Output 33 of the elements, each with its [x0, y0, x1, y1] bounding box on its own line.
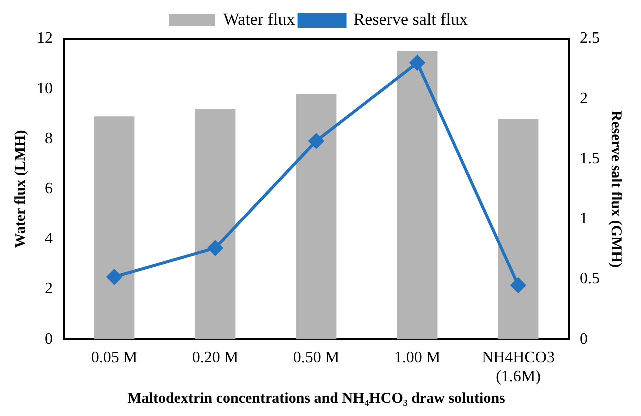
bar: [94, 116, 135, 340]
y-tick-label: 2: [45, 280, 53, 298]
point: [410, 56, 425, 71]
y-tick-label: 0: [45, 330, 53, 348]
point: [511, 278, 526, 293]
y-tick-label: 8: [45, 130, 53, 148]
bar: [498, 119, 539, 340]
bar: [397, 52, 438, 340]
y2-tick-label: 1.5: [580, 150, 600, 168]
y-tick-label: 10: [37, 80, 53, 98]
y-tick-label: 12: [37, 30, 53, 48]
legend-label: Water flux: [223, 10, 296, 29]
x-tick-label: NH4HCO3 (1.6M): [482, 349, 555, 386]
y2-tick-label: 2.5: [580, 30, 600, 48]
point: [309, 134, 324, 149]
bar: [195, 109, 236, 340]
bar: [296, 94, 337, 340]
x-tick-label: 1.00 M: [394, 349, 441, 366]
y-tick-label: 6: [45, 180, 53, 198]
point: [107, 270, 122, 285]
y2-tick-label: 0.5: [580, 270, 600, 288]
point: [208, 240, 223, 256]
x-axis-title: Maltodextrin concentrations and NH₄HCO₃ draw solutions: [128, 390, 506, 407]
x-tick-label: 0.50 M: [293, 349, 340, 366]
y2-axis-title: Reserve salt flux (GMH): [608, 110, 624, 268]
y-tick-label: 4: [45, 230, 53, 248]
x-tick-label: 0.05 M: [91, 349, 138, 366]
y-axis-title: Water flux (LMH): [12, 130, 29, 248]
y2-tick-label: 2: [580, 90, 588, 108]
x-tick-label: 0.20 M: [192, 349, 239, 366]
y2-tick-label: 1: [580, 210, 588, 228]
y2-tick-label: 0: [580, 330, 588, 348]
legend-label: Reserve salt flux: [354, 10, 469, 29]
